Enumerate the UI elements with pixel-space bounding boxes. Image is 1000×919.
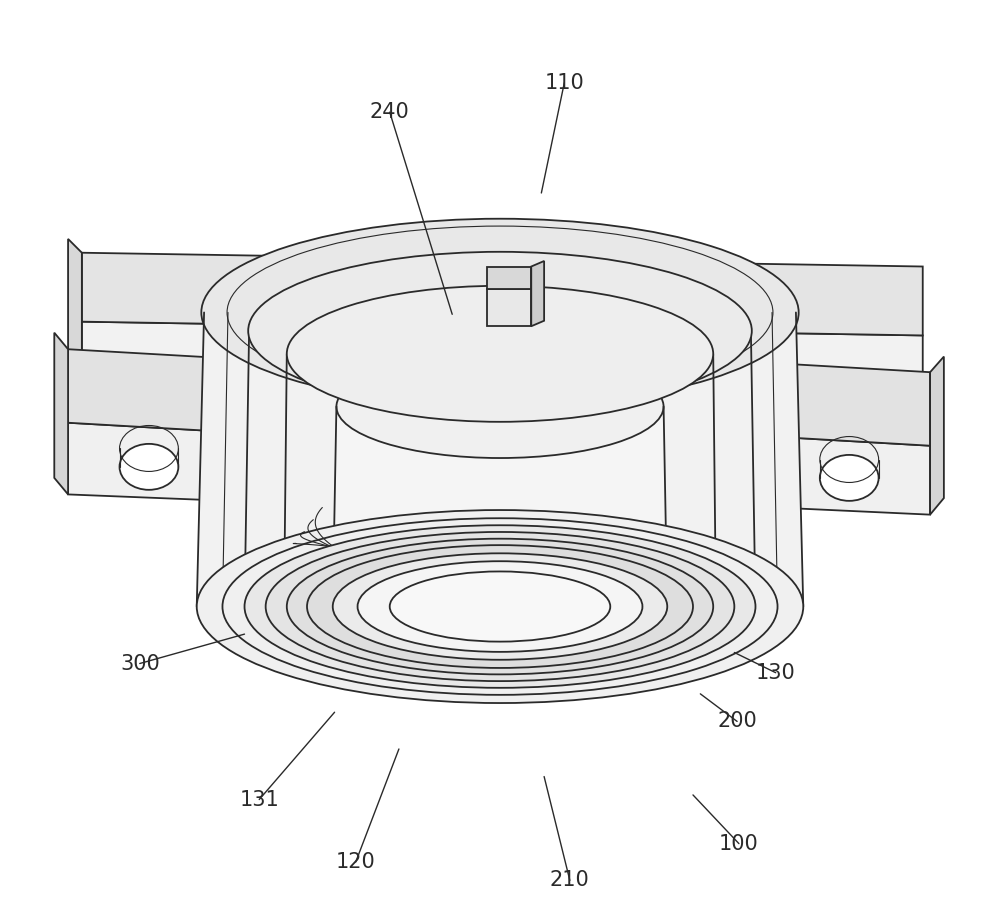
- Ellipse shape: [287, 539, 713, 675]
- Ellipse shape: [201, 219, 799, 406]
- Ellipse shape: [120, 444, 178, 490]
- Ellipse shape: [358, 562, 642, 652]
- Ellipse shape: [287, 286, 713, 422]
- Ellipse shape: [222, 518, 778, 695]
- Ellipse shape: [820, 455, 879, 501]
- Ellipse shape: [336, 355, 664, 458]
- Polygon shape: [771, 363, 930, 446]
- Polygon shape: [487, 267, 531, 289]
- Text: 300: 300: [120, 653, 160, 674]
- Text: 131: 131: [239, 789, 279, 810]
- Ellipse shape: [266, 532, 734, 681]
- Ellipse shape: [307, 545, 693, 668]
- Polygon shape: [197, 312, 803, 607]
- Text: 120: 120: [336, 852, 376, 872]
- Text: 240: 240: [370, 102, 410, 122]
- Polygon shape: [333, 406, 667, 607]
- Polygon shape: [82, 253, 923, 335]
- Polygon shape: [487, 289, 531, 326]
- Polygon shape: [54, 333, 68, 494]
- Ellipse shape: [390, 572, 610, 641]
- Ellipse shape: [248, 252, 752, 410]
- Ellipse shape: [197, 510, 803, 703]
- Polygon shape: [930, 357, 944, 515]
- Polygon shape: [68, 239, 82, 386]
- Polygon shape: [68, 423, 229, 501]
- Text: 200: 200: [717, 711, 757, 732]
- Polygon shape: [531, 261, 544, 326]
- Polygon shape: [68, 349, 229, 432]
- Ellipse shape: [245, 526, 755, 687]
- Ellipse shape: [333, 553, 667, 660]
- Text: 210: 210: [550, 870, 590, 891]
- Polygon shape: [82, 322, 923, 400]
- Text: 100: 100: [719, 834, 759, 854]
- Text: 110: 110: [544, 73, 584, 93]
- Text: 130: 130: [756, 663, 796, 683]
- Polygon shape: [771, 437, 930, 515]
